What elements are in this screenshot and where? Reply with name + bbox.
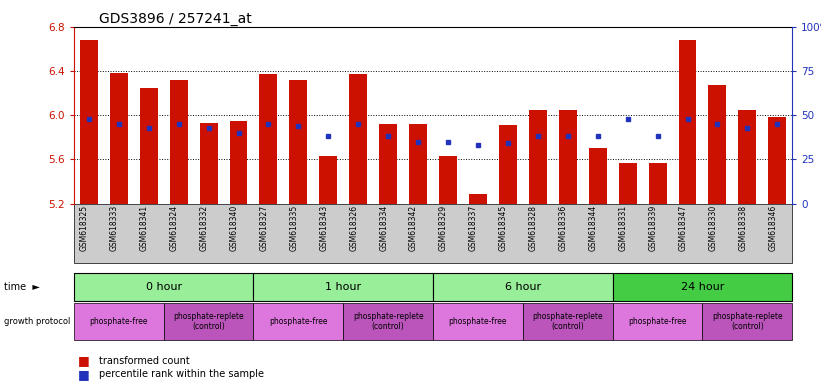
Bar xyxy=(349,74,367,204)
Text: phosphate-free: phosphate-free xyxy=(449,317,507,326)
Text: 1 hour: 1 hour xyxy=(325,282,361,292)
Bar xyxy=(80,40,98,204)
Text: 24 hour: 24 hour xyxy=(681,282,724,292)
Bar xyxy=(529,110,547,204)
Text: phosphate-free: phosphate-free xyxy=(628,317,687,326)
Text: transformed count: transformed count xyxy=(99,356,190,366)
Bar xyxy=(738,110,756,204)
Bar xyxy=(200,123,218,204)
Text: 0 hour: 0 hour xyxy=(145,282,181,292)
Bar xyxy=(469,194,487,204)
Bar xyxy=(499,125,517,204)
Text: phosphate-replete
(control): phosphate-replete (control) xyxy=(173,312,244,331)
Bar xyxy=(619,163,636,204)
Text: ■: ■ xyxy=(78,368,89,381)
Bar xyxy=(439,156,457,204)
Text: phosphate-replete
(control): phosphate-replete (control) xyxy=(712,312,782,331)
Text: phosphate-free: phosphate-free xyxy=(269,317,328,326)
Bar xyxy=(589,148,607,204)
Bar xyxy=(170,80,188,204)
Bar xyxy=(379,124,397,204)
Bar xyxy=(140,88,158,204)
Bar xyxy=(768,118,787,204)
Text: phosphate-replete
(control): phosphate-replete (control) xyxy=(533,312,603,331)
Bar xyxy=(110,73,128,204)
Text: phosphate-free: phosphate-free xyxy=(89,317,148,326)
Bar xyxy=(409,124,427,204)
Text: 6 hour: 6 hour xyxy=(505,282,541,292)
Text: time  ►: time ► xyxy=(4,282,40,292)
Bar xyxy=(649,163,667,204)
Text: percentile rank within the sample: percentile rank within the sample xyxy=(99,369,264,379)
Bar xyxy=(259,74,277,204)
Bar xyxy=(678,40,696,204)
Text: growth protocol  ►: growth protocol ► xyxy=(4,317,82,326)
Text: ■: ■ xyxy=(78,354,89,367)
Bar xyxy=(290,80,307,204)
Text: phosphate-replete
(control): phosphate-replete (control) xyxy=(353,312,424,331)
Bar xyxy=(230,121,247,204)
Bar xyxy=(319,156,337,204)
Text: GDS3896 / 257241_at: GDS3896 / 257241_at xyxy=(99,12,251,25)
Bar xyxy=(559,110,577,204)
Bar xyxy=(709,85,727,204)
